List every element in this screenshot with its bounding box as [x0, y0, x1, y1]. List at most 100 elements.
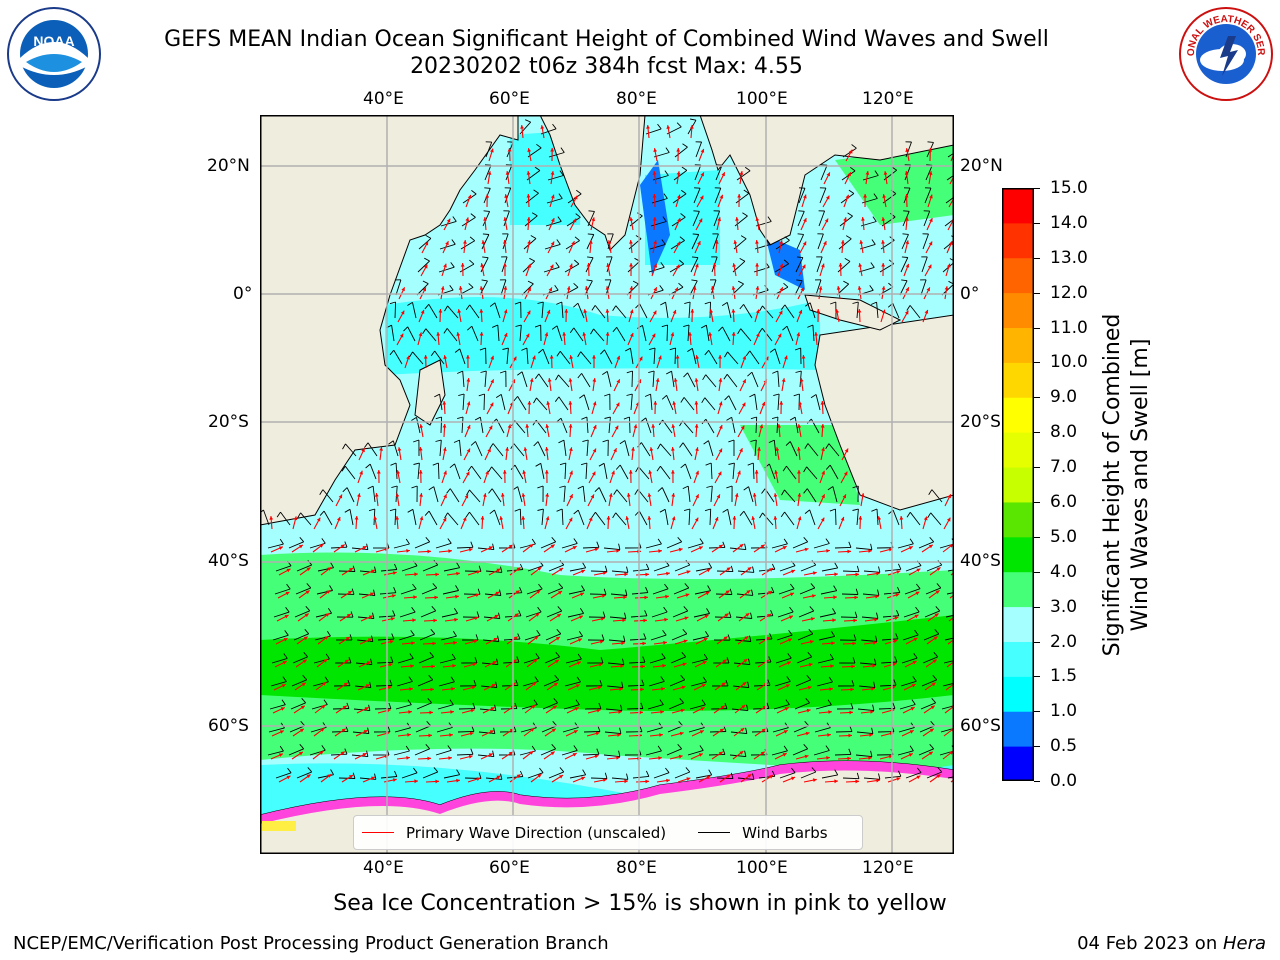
wind-barb [771, 750, 788, 756]
wave-arrow-head [629, 309, 634, 314]
wave-arrow-head [520, 125, 524, 129]
wind-barb-flag [701, 397, 706, 404]
wave-arrow-head [419, 424, 424, 428]
wind-barb [922, 233, 929, 250]
wind-barb [540, 463, 545, 480]
wave-arrow-head [832, 618, 836, 623]
wind-barb [483, 393, 485, 411]
wave-arrow-head [303, 636, 308, 641]
wave-arrow-head [877, 516, 882, 520]
wind-barb [352, 731, 369, 735]
wave-arrow-head [357, 493, 361, 498]
wind-barb-flag [432, 462, 439, 466]
wind-barb [761, 328, 773, 342]
colorbar-tick [1034, 536, 1040, 538]
wind-barb [610, 593, 627, 596]
wind-barb [691, 658, 708, 664]
wave-arrow-head [456, 778, 460, 783]
wave-arrow-head [601, 594, 606, 598]
wind-barb-flag [659, 699, 664, 705]
wind-barb-flag [878, 773, 881, 780]
wind-barb-flag [472, 702, 476, 709]
wind-barb [646, 727, 663, 733]
wind-barb-flag [450, 676, 455, 683]
wind-barb [584, 280, 593, 296]
wind-barb [397, 657, 414, 664]
wave-arrow-head [695, 494, 699, 499]
wind-barb-flag [649, 347, 656, 351]
wind-barb-flag [796, 279, 803, 282]
wind-barb-flag [430, 350, 436, 357]
wave-arrow-head [513, 636, 518, 641]
wave-arrow-head [490, 707, 495, 711]
wind-barb [268, 727, 285, 733]
wave-arrow-head [896, 570, 901, 574]
wind-barb [754, 394, 758, 411]
wind-barb-flag [926, 164, 933, 166]
wind-barb-flag [810, 583, 816, 589]
wind-barb-flag [559, 462, 566, 466]
wind-barb [648, 266, 665, 273]
wind-barb-flag [895, 633, 899, 639]
wave-arrow-head [706, 775, 711, 780]
wind-barb [726, 374, 738, 388]
wind-barb-flag [931, 698, 937, 704]
lat-tick-right-60s: 60°S [960, 716, 1001, 736]
colorbar-tick-label: 1.5 [1050, 666, 1078, 687]
wave-arrow-head [505, 447, 509, 451]
wind-barb [346, 487, 355, 503]
wind-barb [909, 512, 921, 526]
wind-barb [558, 374, 570, 388]
wind-barb-flag [581, 416, 588, 420]
wave-arrow-head [544, 470, 549, 474]
wind-barb [608, 417, 611, 434]
wave-arrow-head [508, 544, 513, 549]
wind-barb [807, 443, 819, 457]
wave-arrow-head [779, 401, 784, 405]
wave-arrow-head [854, 595, 858, 600]
wind-barb-flag [284, 630, 289, 636]
wind-barb [674, 146, 688, 158]
wave-arrow-head [414, 572, 418, 577]
colorbar-tick [1034, 362, 1040, 364]
wave-arrow-head [418, 332, 423, 337]
wind-barb-flag [389, 301, 396, 305]
wind-barb-flag [615, 464, 621, 470]
wind-barb [645, 543, 662, 549]
wind-barb-flag [752, 773, 755, 780]
wind-barb-flag [474, 416, 481, 421]
wave-arrow-head [660, 710, 664, 714]
wind-barb-flag [367, 727, 370, 734]
wind-barb [526, 588, 543, 595]
wind-barb-flag [426, 721, 432, 727]
wind-barb-flag [559, 170, 564, 176]
wave-arrow-head [859, 240, 864, 244]
wind-barb-flag [287, 767, 292, 774]
wind-barb [462, 393, 465, 411]
wind-barb [593, 328, 605, 342]
wind-barb [674, 347, 677, 365]
wind-barb-flag [489, 509, 495, 515]
wind-barb-flag [286, 583, 291, 590]
wind-barb-flag [478, 565, 482, 572]
wind-barb-flag [804, 443, 809, 449]
wind-barb-flag [834, 769, 839, 776]
wind-barb-flag [804, 509, 810, 514]
wind-barb-flag [483, 210, 490, 212]
wind-barb-flag [299, 537, 305, 543]
wind-barb [705, 374, 717, 388]
wave-arrow-head [490, 148, 494, 153]
colorbar-tick-label: 10.0 [1050, 352, 1088, 373]
wind-barb [691, 348, 697, 365]
wind-barb [794, 280, 803, 296]
wind-barb-flag [848, 189, 855, 194]
wind-barb-flag [597, 725, 601, 732]
wind-barb-flag [577, 351, 582, 358]
wind-barb-flag [600, 349, 605, 355]
wave-arrow-head [905, 148, 910, 152]
wave-arrow-head [896, 777, 901, 781]
wind-barb [422, 564, 438, 572]
wave-arrow-head [488, 753, 493, 757]
wind-barb-flag [643, 633, 647, 640]
wind-barb-flag [453, 439, 460, 443]
